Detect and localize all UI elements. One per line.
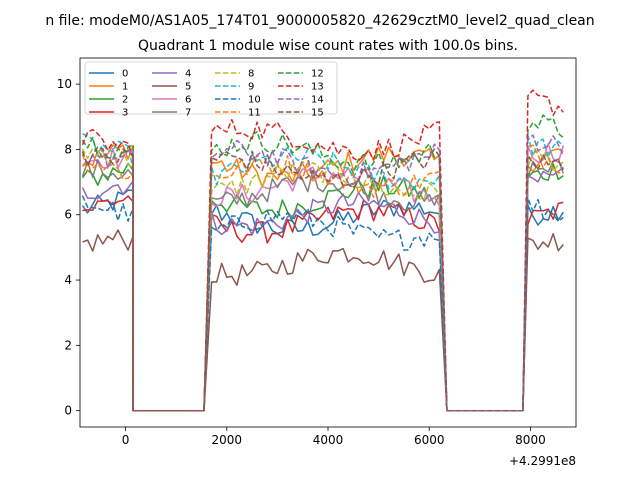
legend-label-14: 14: [311, 95, 324, 106]
legend-frame: [84, 61, 338, 115]
y-tick-label: 10: [57, 77, 72, 91]
legend-label-6: 6: [185, 95, 191, 106]
legend-label-12: 12: [311, 69, 324, 80]
x-tick-label: 6000: [414, 433, 445, 447]
legend-label-8: 8: [248, 69, 254, 80]
plot-area: [79, 57, 577, 428]
legend-label-10: 10: [248, 95, 261, 106]
x-tick-label: 0: [122, 433, 130, 447]
legend-label-11: 11: [248, 108, 261, 119]
y-tick-label: 8: [64, 142, 72, 156]
legend-label-15: 15: [311, 108, 324, 119]
legend-label-13: 13: [311, 82, 324, 93]
x-tick-label: 2000: [212, 433, 243, 447]
series-line-15: [81, 146, 564, 412]
legend-label-3: 3: [122, 108, 128, 119]
y-tick-label: 4: [64, 273, 72, 287]
axes-background: [80, 58, 576, 427]
x-axis-offset-label: +4.2991e8: [509, 454, 576, 468]
legend-label-7: 7: [185, 108, 191, 119]
y-tick-label: 0: [64, 404, 72, 418]
y-axis: 0 2 4 6 8 10: [57, 77, 80, 418]
x-tick-label: 8000: [515, 433, 546, 447]
series-layer: [81, 89, 565, 412]
legend-label-9: 9: [248, 82, 254, 93]
x-tick-label: 4000: [313, 433, 344, 447]
legend-label-0: 0: [122, 69, 128, 80]
legend-label-1: 1: [122, 82, 128, 93]
y-tick-label: 6: [64, 208, 72, 222]
y-tick-label: 2: [64, 338, 72, 352]
chart-title: Quadrant 1 module wise count rates with …: [138, 38, 518, 54]
figure-suptitle: n file: modeM0/AS1A05_174T01_9000005820_…: [45, 13, 594, 29]
x-axis: 0 2000 4000 6000 8000: [122, 427, 546, 447]
legend-label-5: 5: [185, 82, 191, 93]
legend-label-2: 2: [122, 95, 128, 106]
legend-label-4: 4: [185, 69, 191, 80]
